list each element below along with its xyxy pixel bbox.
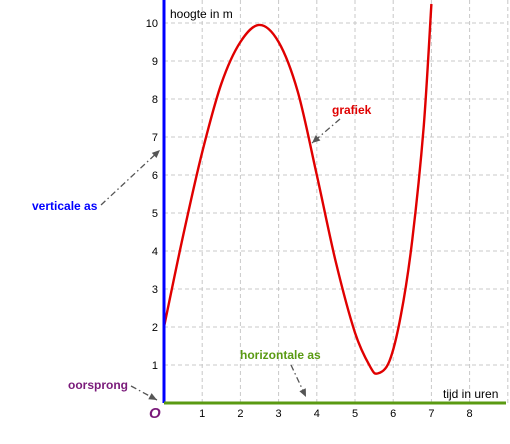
horizontale-as-label: horizontale as <box>240 348 321 362</box>
tick-labels: 1 2 3 4 5 6 7 8 1 2 3 4 5 6 7 8 9 10 <box>146 18 473 420</box>
y-tick-label: 1 <box>152 360 158 372</box>
grafiek-label: grafiek <box>332 103 372 117</box>
verticale-as-label: verticale as <box>32 199 98 213</box>
x-tick-label: 5 <box>352 408 358 420</box>
oorsprong-arrow-head <box>148 393 157 400</box>
annotation-arrows <box>100 118 341 401</box>
x-tick-label: 6 <box>390 408 396 420</box>
y-tick-label: 3 <box>152 284 158 296</box>
graph-curve <box>162 3 433 375</box>
y-tick-label: 10 <box>146 18 158 30</box>
oorsprong-label: oorsprong <box>68 378 128 392</box>
verticale-as-arrow-head <box>151 150 160 158</box>
y-tick-label: 8 <box>152 94 158 106</box>
x-axis-title: tijd in uren <box>443 387 498 401</box>
oorsprong-arrow <box>130 385 158 401</box>
x-tick-label: 1 <box>199 408 205 420</box>
y-axis-title: hoogte in m <box>170 7 233 21</box>
x-tick-label: 8 <box>467 408 473 420</box>
origin-label: O <box>149 405 161 422</box>
y-tick-label: 9 <box>152 56 158 68</box>
y-tick-label: 6 <box>152 170 158 182</box>
x-tick-label: 2 <box>237 408 243 420</box>
x-tick-label: 7 <box>428 408 434 420</box>
x-tick-label: 3 <box>276 408 282 420</box>
horizontale-as-arrow-head <box>299 388 306 397</box>
y-tick-label: 2 <box>152 322 158 334</box>
grid <box>164 0 509 403</box>
y-tick-label: 4 <box>152 246 158 258</box>
y-tick-label: 7 <box>152 132 158 144</box>
y-tick-label: 5 <box>152 208 158 220</box>
grafiek-arrow-head <box>312 135 321 143</box>
x-tick-label: 4 <box>314 408 320 420</box>
